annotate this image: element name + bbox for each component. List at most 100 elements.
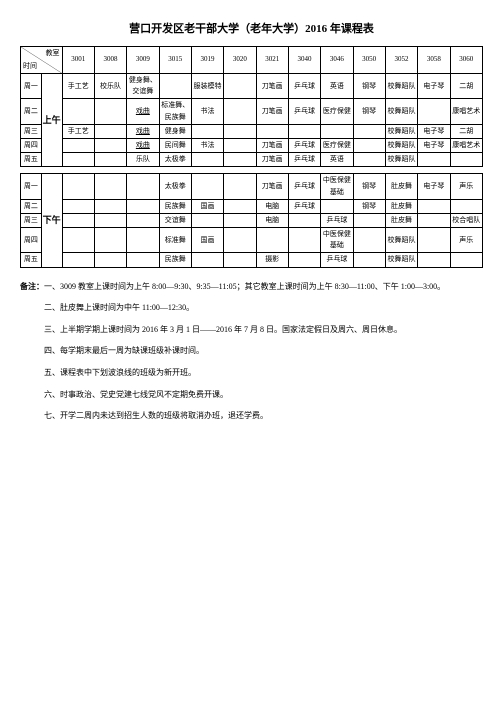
room-header: 3015: [159, 47, 191, 74]
cell: 民间舞: [159, 138, 191, 152]
table-row: 周三 交谊舞 电脑 乒乓球 肚皮舞 校合唱队: [21, 213, 483, 227]
room-header: 3019: [191, 47, 223, 74]
cell: [224, 74, 256, 99]
period-afternoon: 下午: [41, 174, 62, 267]
cell: 手工艺: [62, 124, 94, 138]
cell: 校乐队: [94, 74, 126, 99]
cell: 校舞蹈队: [385, 153, 417, 167]
note-item: 五、课程表中下划波浪线的班级为新开班。: [20, 364, 483, 382]
table-row: 周二 民族舞 国画 电脑 乒乓球 钢琴 肚皮舞: [21, 199, 483, 213]
cell: 电子琴: [418, 174, 450, 199]
room-header: 3001: [62, 47, 94, 74]
day-cell: 周四: [21, 138, 42, 152]
cell: [224, 228, 256, 253]
cell: [353, 253, 385, 267]
cell: [418, 253, 450, 267]
cell: [127, 213, 159, 227]
header-row: 教室 时间 3001 3008 3009 3015 3019 3020 3021…: [21, 47, 483, 74]
day-cell: 周一: [21, 174, 42, 199]
cell: 英语: [321, 74, 353, 99]
cell: 电子琴: [418, 138, 450, 152]
cell: [62, 138, 94, 152]
cell: 电脑: [256, 213, 288, 227]
cell: 太极拳: [159, 153, 191, 167]
cell: 乒乓球: [288, 138, 320, 152]
cell: [353, 153, 385, 167]
room-header: 3046: [321, 47, 353, 74]
cell: [62, 213, 94, 227]
schedule-table: 教室 时间 3001 3008 3009 3015 3019 3020 3021…: [20, 46, 483, 268]
cell: [288, 253, 320, 267]
cell: 肚皮舞: [385, 174, 417, 199]
cell: 标准舞: [159, 228, 191, 253]
room-header: 3052: [385, 47, 417, 74]
cell: [94, 174, 126, 199]
cell: [418, 199, 450, 213]
cell: 校舞蹈队: [385, 253, 417, 267]
cell: 太极拳: [159, 174, 191, 199]
cell: 中医保健基础: [321, 174, 353, 199]
cell: 刀笔画: [256, 99, 288, 124]
table-row: 周一 下午 太极拳 刀笔画 乒乓球 中医保健基础 钢琴 肚皮舞 电子琴 声乐: [21, 174, 483, 199]
cell: 乒乓球: [288, 153, 320, 167]
cell: 校合唱队: [450, 213, 483, 227]
cell: [224, 153, 256, 167]
cell: [94, 199, 126, 213]
cell: 手工艺: [62, 74, 94, 99]
cell: 电子琴: [418, 124, 450, 138]
cell: 国画: [191, 228, 223, 253]
cell: 医疗保健: [321, 138, 353, 152]
cell: [191, 124, 223, 138]
cell: [224, 199, 256, 213]
cell: 校舞蹈队: [385, 228, 417, 253]
note-item: 四、每学期末最后一周为缺课班级补课时间。: [20, 342, 483, 360]
notes-section: 备注：一、3009 教室上课时间为上午 8:00—9:30、9:35—11:05…: [20, 278, 483, 425]
cell: [191, 213, 223, 227]
cell: 交谊舞: [159, 213, 191, 227]
cell: 医疗保健: [321, 99, 353, 124]
cell: [94, 153, 126, 167]
cell: 书法: [191, 138, 223, 152]
cell: 乒乓球: [321, 253, 353, 267]
cell: 健身舞: [159, 124, 191, 138]
room-header: 3009: [127, 47, 159, 74]
cell: [62, 99, 94, 124]
cell: [418, 99, 450, 124]
cell: 二胡: [450, 74, 483, 99]
cell: [94, 138, 126, 152]
page-title: 营口开发区老干部大学（老年大学）2016 年课程表: [20, 20, 483, 36]
cell: [127, 199, 159, 213]
cell: [94, 99, 126, 124]
cell: [224, 124, 256, 138]
cell: [191, 253, 223, 267]
cell: 乒乓球: [288, 99, 320, 124]
note-item: 一、3009 教室上课时间为上午 8:00—9:30、9:35—11:05；其它…: [44, 282, 445, 291]
cell: 健身舞、交谊舞: [127, 74, 159, 99]
cell: 肚皮舞: [385, 199, 417, 213]
note-item: 二、肚皮舞上课时间为中午 11:00—12:30。: [20, 299, 483, 317]
corner-cell: 教室 时间: [21, 47, 63, 74]
room-label: 教室: [46, 48, 60, 59]
cell: 中医保健基础: [321, 228, 353, 253]
cell: [127, 174, 159, 199]
cell: 声乐: [450, 228, 483, 253]
table-row: 周四 戏曲 民间舞 书法 刀笔画 乒乓球 医疗保健 校舞蹈队 电子琴 康唱艺术: [21, 138, 483, 152]
room-header: 3008: [94, 47, 126, 74]
day-cell: 周二: [21, 99, 42, 124]
cell: 刀笔画: [256, 74, 288, 99]
cell: 乒乓球: [288, 174, 320, 199]
cell: [450, 153, 483, 167]
cell: [418, 153, 450, 167]
cell: 康唱艺术: [450, 138, 483, 152]
room-header: 3058: [418, 47, 450, 74]
cell: [191, 153, 223, 167]
day-cell: 周五: [21, 253, 42, 267]
cell: 摄影: [256, 253, 288, 267]
cell: 二胡: [450, 124, 483, 138]
cell: [94, 213, 126, 227]
cell: [418, 228, 450, 253]
cell: [288, 228, 320, 253]
cell: [321, 199, 353, 213]
day-cell: 周三: [21, 124, 42, 138]
cell: [450, 199, 483, 213]
